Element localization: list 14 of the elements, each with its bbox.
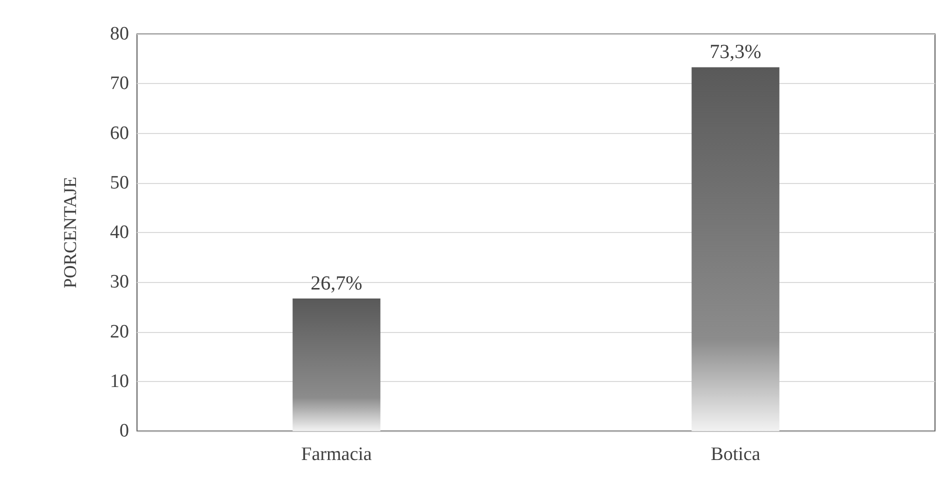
- y-axis-title: PORCENTAJE: [60, 176, 80, 288]
- y-tick-label: 80: [110, 24, 129, 44]
- y-tick-label: 20: [110, 321, 129, 342]
- y-tick-label: 0: [120, 420, 129, 442]
- x-tick-label: Botica: [710, 444, 761, 465]
- data-label: 26,7%: [310, 272, 362, 294]
- y-tick-label: 60: [110, 122, 129, 144]
- y-tick-label: 40: [110, 222, 129, 243]
- x-tick-label: Farmacia: [301, 444, 372, 465]
- y-tick-label: 10: [110, 370, 129, 392]
- y-tick-label: 30: [110, 272, 129, 293]
- data-label: 73,3%: [710, 41, 762, 64]
- y-tick-label: 50: [110, 172, 129, 194]
- y-tick-label: 70: [110, 73, 129, 94]
